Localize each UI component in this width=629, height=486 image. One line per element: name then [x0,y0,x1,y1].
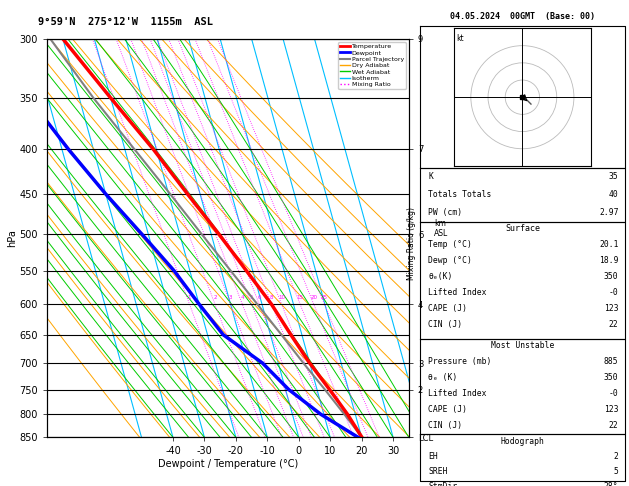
Text: θₑ (K): θₑ (K) [428,373,458,382]
Text: Dewp (°C): Dewp (°C) [428,256,472,265]
Text: Mixing Ratio (g/kg): Mixing Ratio (g/kg) [408,207,416,279]
Text: 04.05.2024  00GMT  (Base: 00): 04.05.2024 00GMT (Base: 00) [450,12,595,21]
Text: 9°59'N  275°12'W  1155m  ASL: 9°59'N 275°12'W 1155m ASL [38,17,213,27]
Text: 10: 10 [278,295,285,300]
Text: θₑ(K): θₑ(K) [428,272,453,281]
Text: 22: 22 [609,421,618,430]
Text: K: K [428,172,433,181]
Text: 20: 20 [310,295,317,300]
Text: 2: 2 [613,451,618,461]
Text: 4: 4 [240,295,244,300]
Text: 28°: 28° [604,482,618,486]
Text: 22: 22 [609,320,618,329]
Text: Lifted Index: Lifted Index [428,288,487,297]
Text: PW (cm): PW (cm) [428,208,462,217]
Text: CAPE (J): CAPE (J) [428,304,467,313]
Text: Pressure (mb): Pressure (mb) [428,357,492,366]
Text: 25: 25 [321,295,328,300]
Text: Surface: Surface [505,225,540,233]
Text: 123: 123 [604,405,618,414]
Text: 2: 2 [213,295,216,300]
X-axis label: Dewpoint / Temperature (°C): Dewpoint / Temperature (°C) [158,459,298,469]
Text: EH: EH [428,451,438,461]
Text: 5: 5 [250,295,253,300]
Text: 1: 1 [187,295,191,300]
Text: Most Unstable: Most Unstable [491,341,554,350]
Text: kt: kt [457,34,464,43]
Text: -0: -0 [609,389,618,398]
Text: Totals Totals: Totals Totals [428,190,492,199]
Text: 8: 8 [270,295,274,300]
Text: 35: 35 [609,172,618,181]
Y-axis label: km
ASL: km ASL [435,219,448,238]
Text: Lifted Index: Lifted Index [428,389,487,398]
Text: Temp (°C): Temp (°C) [428,240,472,249]
Text: 40: 40 [609,190,618,199]
Text: 6: 6 [257,295,261,300]
Text: 885: 885 [604,357,618,366]
Text: -0: -0 [609,288,618,297]
Text: CIN (J): CIN (J) [428,320,462,329]
Text: 123: 123 [604,304,618,313]
Y-axis label: hPa: hPa [7,229,17,247]
Text: SREH: SREH [428,467,448,476]
Text: Hodograph: Hodograph [501,436,544,446]
Text: StmDir: StmDir [428,482,458,486]
Text: CIN (J): CIN (J) [428,421,462,430]
Text: 350: 350 [604,373,618,382]
Legend: Temperature, Dewpoint, Parcel Trajectory, Dry Adiabat, Wet Adiabat, Isotherm, Mi: Temperature, Dewpoint, Parcel Trajectory… [338,42,406,89]
Text: 15: 15 [297,295,304,300]
Text: 18.9: 18.9 [599,256,618,265]
Text: CAPE (J): CAPE (J) [428,405,467,414]
Text: 2.97: 2.97 [599,208,618,217]
Text: 5: 5 [613,467,618,476]
Text: 20.1: 20.1 [599,240,618,249]
Text: 350: 350 [604,272,618,281]
Text: 3: 3 [229,295,233,300]
